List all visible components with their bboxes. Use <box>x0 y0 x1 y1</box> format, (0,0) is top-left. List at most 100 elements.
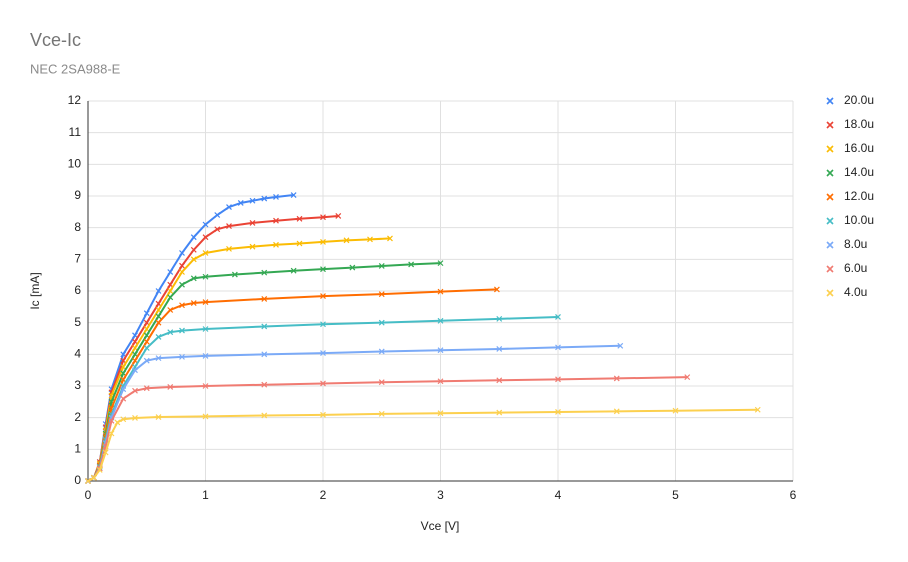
data-point <box>226 204 232 211</box>
data-point <box>120 351 127 358</box>
data-point <box>496 346 503 352</box>
y-tick-label: 2 <box>74 410 81 424</box>
x-axis-label: Vce [V] <box>421 519 460 533</box>
y-tick-label: 12 <box>68 93 82 107</box>
data-point <box>155 307 162 313</box>
data-point <box>143 357 150 364</box>
y-tick-label: 10 <box>68 157 82 171</box>
data-point <box>179 250 185 256</box>
data-point <box>155 355 162 362</box>
legend-marker <box>826 121 834 129</box>
data-point <box>155 414 162 420</box>
data-point <box>143 319 150 326</box>
x-tick-label: 5 <box>672 488 679 502</box>
data-point <box>202 234 209 241</box>
data-point <box>296 215 303 222</box>
data-point <box>320 293 326 299</box>
data-point <box>378 348 385 355</box>
y-axis-label: Ic [mA] <box>28 272 42 309</box>
data-point <box>249 219 256 226</box>
x-tick-label: 6 <box>790 488 797 502</box>
legend-marker <box>826 145 834 153</box>
x-tick-label: 0 <box>85 488 92 502</box>
data-point <box>672 407 679 414</box>
data-point <box>96 466 103 473</box>
data-point <box>120 395 127 402</box>
data-point <box>202 273 209 280</box>
data-point <box>120 357 127 364</box>
legend-label: 4.0u <box>844 285 867 299</box>
data-point <box>202 383 209 389</box>
data-point <box>320 266 326 273</box>
legend-label: 10.0u <box>844 213 874 227</box>
data-point <box>214 226 221 233</box>
legend-label: 12.0u <box>844 189 874 203</box>
data-point <box>290 192 297 198</box>
legend-marker <box>826 289 834 297</box>
data-point <box>108 417 115 424</box>
data-point <box>132 332 138 339</box>
data-point <box>155 300 162 307</box>
legend-label: 16.0u <box>844 141 874 155</box>
data-point <box>132 351 138 358</box>
legend-label: 14.0u <box>844 165 874 179</box>
y-tick-label: 11 <box>69 125 82 139</box>
y-tick-label: 4 <box>74 347 81 361</box>
legend-label: 8.0u <box>844 237 867 251</box>
data-point <box>349 264 356 271</box>
series-line <box>87 376 688 482</box>
data-point <box>296 240 303 247</box>
data-point <box>408 261 415 268</box>
data-point <box>108 430 115 437</box>
data-point <box>90 474 97 481</box>
data-point <box>226 223 232 230</box>
data-point <box>179 262 185 269</box>
data-point <box>190 256 197 263</box>
data-point <box>143 310 150 317</box>
x-tick-label: 3 <box>437 488 444 502</box>
data-point <box>143 338 150 345</box>
data-point <box>202 413 209 420</box>
data-point <box>132 338 138 345</box>
data-point <box>132 415 138 421</box>
data-point <box>290 267 297 274</box>
y-tick-label: 3 <box>74 378 81 392</box>
data-point <box>754 406 761 413</box>
data-point <box>143 326 150 332</box>
data-point <box>114 419 121 426</box>
data-point <box>437 410 444 417</box>
data-point <box>202 221 209 228</box>
data-point <box>261 381 268 388</box>
data-point <box>273 194 279 200</box>
data-point <box>273 217 279 224</box>
data-point <box>120 386 127 393</box>
data-point <box>496 409 503 416</box>
legend-marker <box>826 169 834 177</box>
data-point <box>613 375 620 382</box>
data-point <box>190 234 197 241</box>
data-point <box>155 319 162 326</box>
data-point <box>261 195 268 202</box>
data-point <box>555 376 561 383</box>
data-point <box>155 333 162 340</box>
data-point <box>261 412 268 419</box>
legend-label: 18.0u <box>844 117 874 131</box>
data-point <box>132 345 138 351</box>
data-point <box>378 319 385 326</box>
data-point <box>437 347 444 354</box>
data-point <box>231 271 238 278</box>
data-point <box>226 245 232 252</box>
data-point <box>179 269 185 275</box>
y-tick-label: 9 <box>74 188 81 202</box>
data-point <box>261 323 268 330</box>
data-point <box>120 364 127 370</box>
data-point <box>202 250 209 256</box>
y-tick-label: 6 <box>74 283 81 297</box>
data-point <box>378 291 385 298</box>
data-point <box>167 307 174 313</box>
data-point <box>496 377 503 384</box>
data-point <box>179 302 185 309</box>
legend-marker <box>826 193 834 201</box>
data-point <box>437 317 444 324</box>
data-point <box>261 351 268 358</box>
